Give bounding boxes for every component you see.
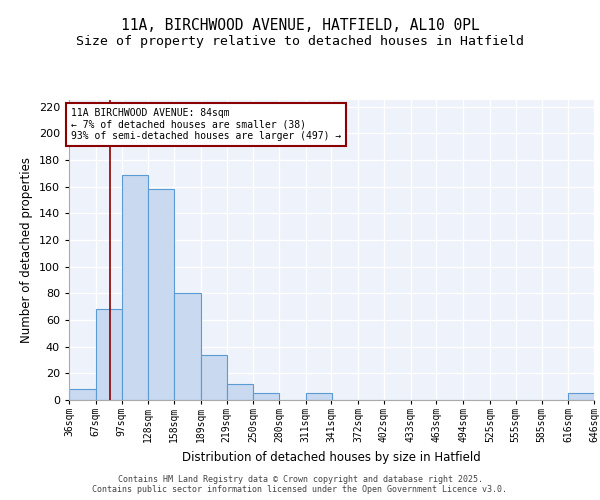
Text: 11A BIRCHWOOD AVENUE: 84sqm
← 7% of detached houses are smaller (38)
93% of semi: 11A BIRCHWOOD AVENUE: 84sqm ← 7% of deta… (71, 108, 341, 141)
Text: Contains HM Land Registry data © Crown copyright and database right 2025.
Contai: Contains HM Land Registry data © Crown c… (92, 474, 508, 494)
Bar (69, 390, 95, 400)
Y-axis label: Number of detached properties: Number of detached properties (20, 157, 33, 343)
X-axis label: Distribution of detached houses by size in Hatfield: Distribution of detached houses by size … (182, 450, 481, 464)
Text: 11A, BIRCHWOOD AVENUE, HATFIELD, AL10 0PL: 11A, BIRCHWOOD AVENUE, HATFIELD, AL10 0P… (121, 18, 479, 32)
Bar (200, 354, 227, 400)
Bar (95, 310, 121, 400)
Bar (568, 394, 594, 400)
Text: Size of property relative to detached houses in Hatfield: Size of property relative to detached ho… (76, 35, 524, 48)
Bar (121, 174, 148, 400)
Bar (253, 394, 279, 400)
Bar (305, 394, 331, 400)
Bar (227, 384, 253, 400)
Bar (148, 190, 174, 400)
Bar (174, 294, 200, 400)
